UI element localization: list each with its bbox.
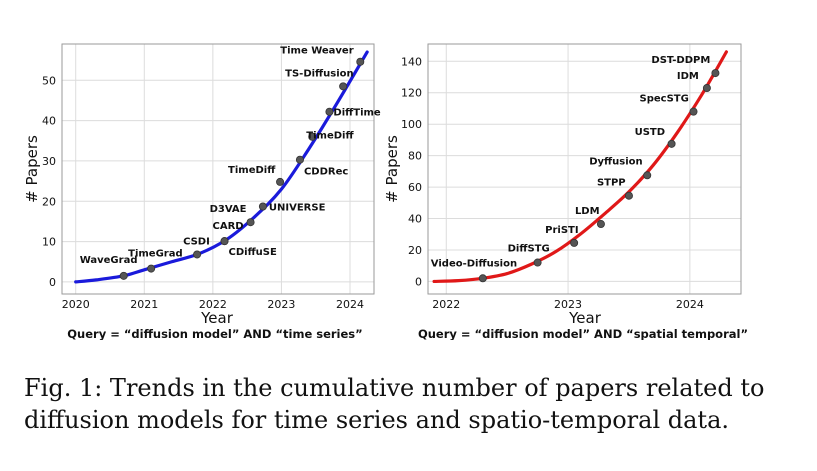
figure: 0 10 20 30 40 50 2020 2021 2022 2023 2024 WaveGra… (23, 43, 748, 340)
data-point (711, 69, 720, 78)
data-point (643, 171, 652, 180)
x-tick-label: 2020 (62, 298, 90, 311)
data-point (356, 57, 365, 66)
chart-spatial-temporal: 0 20 40 60 80 100 120 140 2022 2023 2024 Video-Di… (383, 43, 748, 340)
point-label: Video-Diffusion (431, 258, 517, 269)
data-point (596, 220, 605, 229)
point-label: SpecSTG (640, 94, 689, 105)
data-point (478, 274, 487, 283)
series-line-spatial-temporal (432, 50, 728, 284)
point-label: STPP (597, 178, 626, 189)
point-label: Time Weaver (280, 46, 353, 57)
point-label: WaveGrad (80, 255, 138, 266)
data-point (295, 155, 304, 164)
point-label: TimeGrad (128, 249, 183, 260)
y-axis-title-time-series: # Papers (23, 135, 41, 203)
y-tick-label: 40 (408, 213, 422, 226)
x-axis-title-spatial-temporal: Year (568, 309, 602, 327)
y-tick-label: 0 (49, 276, 56, 289)
data-point (246, 218, 255, 227)
x-ticks-time-series: 2020 2021 2022 2023 2024 (62, 298, 364, 311)
data-point (193, 250, 202, 259)
x-axis-title-time-series: Year (200, 309, 234, 327)
data-point (624, 191, 633, 200)
point-label: TimeDiff (228, 165, 276, 176)
y-ticks-time-series: 0 10 20 30 40 50 (42, 74, 56, 289)
points-time-series (119, 57, 365, 280)
y-tick-label: 100 (401, 118, 422, 131)
point-label: CSDI (183, 236, 210, 247)
x-tick-label: 2024 (336, 298, 364, 311)
point-label: TimeDiff (306, 131, 354, 142)
grid-time-series (62, 44, 374, 294)
query-spatial-temporal: Query = “diffusion model” AND “spatial t… (418, 327, 748, 340)
chart-time-series: 0 10 20 30 40 50 2020 2021 2022 2023 2024 WaveGra… (23, 43, 381, 340)
y-tick-label: 40 (42, 115, 56, 128)
point-label: USTD (635, 127, 665, 138)
x-tick-label: 2022 (199, 298, 227, 311)
data-point (276, 177, 285, 186)
point-label: DiffSTG (508, 244, 550, 255)
data-point (308, 132, 317, 141)
point-label: CDiffuSE (229, 247, 277, 258)
y-tick-label: 50 (42, 74, 56, 87)
data-point (570, 238, 579, 247)
y-tick-label: 20 (42, 195, 56, 208)
point-label: PriSTI (545, 225, 578, 236)
plot-frame-spatial-temporal (427, 43, 742, 295)
points-spatial-temporal (478, 69, 720, 283)
y-tick-label: 60 (408, 181, 422, 194)
y-tick-label: 0 (415, 275, 422, 288)
data-point (339, 82, 348, 91)
data-point (258, 202, 267, 211)
point-label: UNIVERSE (269, 203, 326, 214)
data-point (702, 84, 711, 93)
data-point (119, 271, 128, 280)
y-tick-label: 120 (401, 87, 422, 100)
point-label: TS-Diffusion (285, 68, 354, 79)
data-point (667, 139, 676, 148)
point-label: DST-DDPM (651, 55, 710, 66)
y-tick-label: 20 (408, 244, 422, 257)
x-tick-label: 2021 (130, 298, 158, 311)
y-tick-label: 10 (42, 236, 56, 249)
point-label: LDM (575, 206, 600, 217)
data-point (147, 264, 156, 273)
y-tick-label: 30 (42, 155, 56, 168)
point-label: CARD (213, 221, 244, 232)
y-tick-label: 80 (408, 150, 422, 163)
data-point (325, 107, 334, 116)
point-label: CDDRec (304, 167, 348, 178)
x-ticks-spatial-temporal: 2022 2023 2024 (432, 298, 704, 311)
x-tick-label: 2022 (432, 298, 460, 311)
point-label: IDM (677, 71, 699, 82)
figure-caption: Fig. 1: Trends in the cumulative number … (24, 374, 765, 434)
x-tick-label: 2024 (676, 298, 704, 311)
point-label: D3VAE (210, 204, 247, 215)
data-point (533, 258, 542, 267)
annotations-spatial-temporal: Video-Diffusion DiffSTG PriSTI LDM STPP Dyffu… (431, 55, 711, 269)
y-ticks-spatial-temporal: 0 20 40 60 80 100 120 140 (401, 55, 422, 288)
point-label: Dyffusion (589, 156, 642, 167)
data-point (220, 237, 229, 246)
data-point (689, 107, 698, 116)
y-axis-title-spatial-temporal: # Papers (383, 135, 401, 203)
y-tick-label: 140 (401, 55, 422, 68)
grid-spatial-temporal (428, 44, 741, 294)
plot-frame-time-series (61, 43, 375, 295)
x-tick-label: 2023 (554, 298, 582, 311)
point-label: DiffTime (333, 108, 380, 119)
x-tick-label: 2023 (267, 298, 295, 311)
query-time-series: Query = “diffusion model” AND “time seri… (67, 327, 362, 340)
